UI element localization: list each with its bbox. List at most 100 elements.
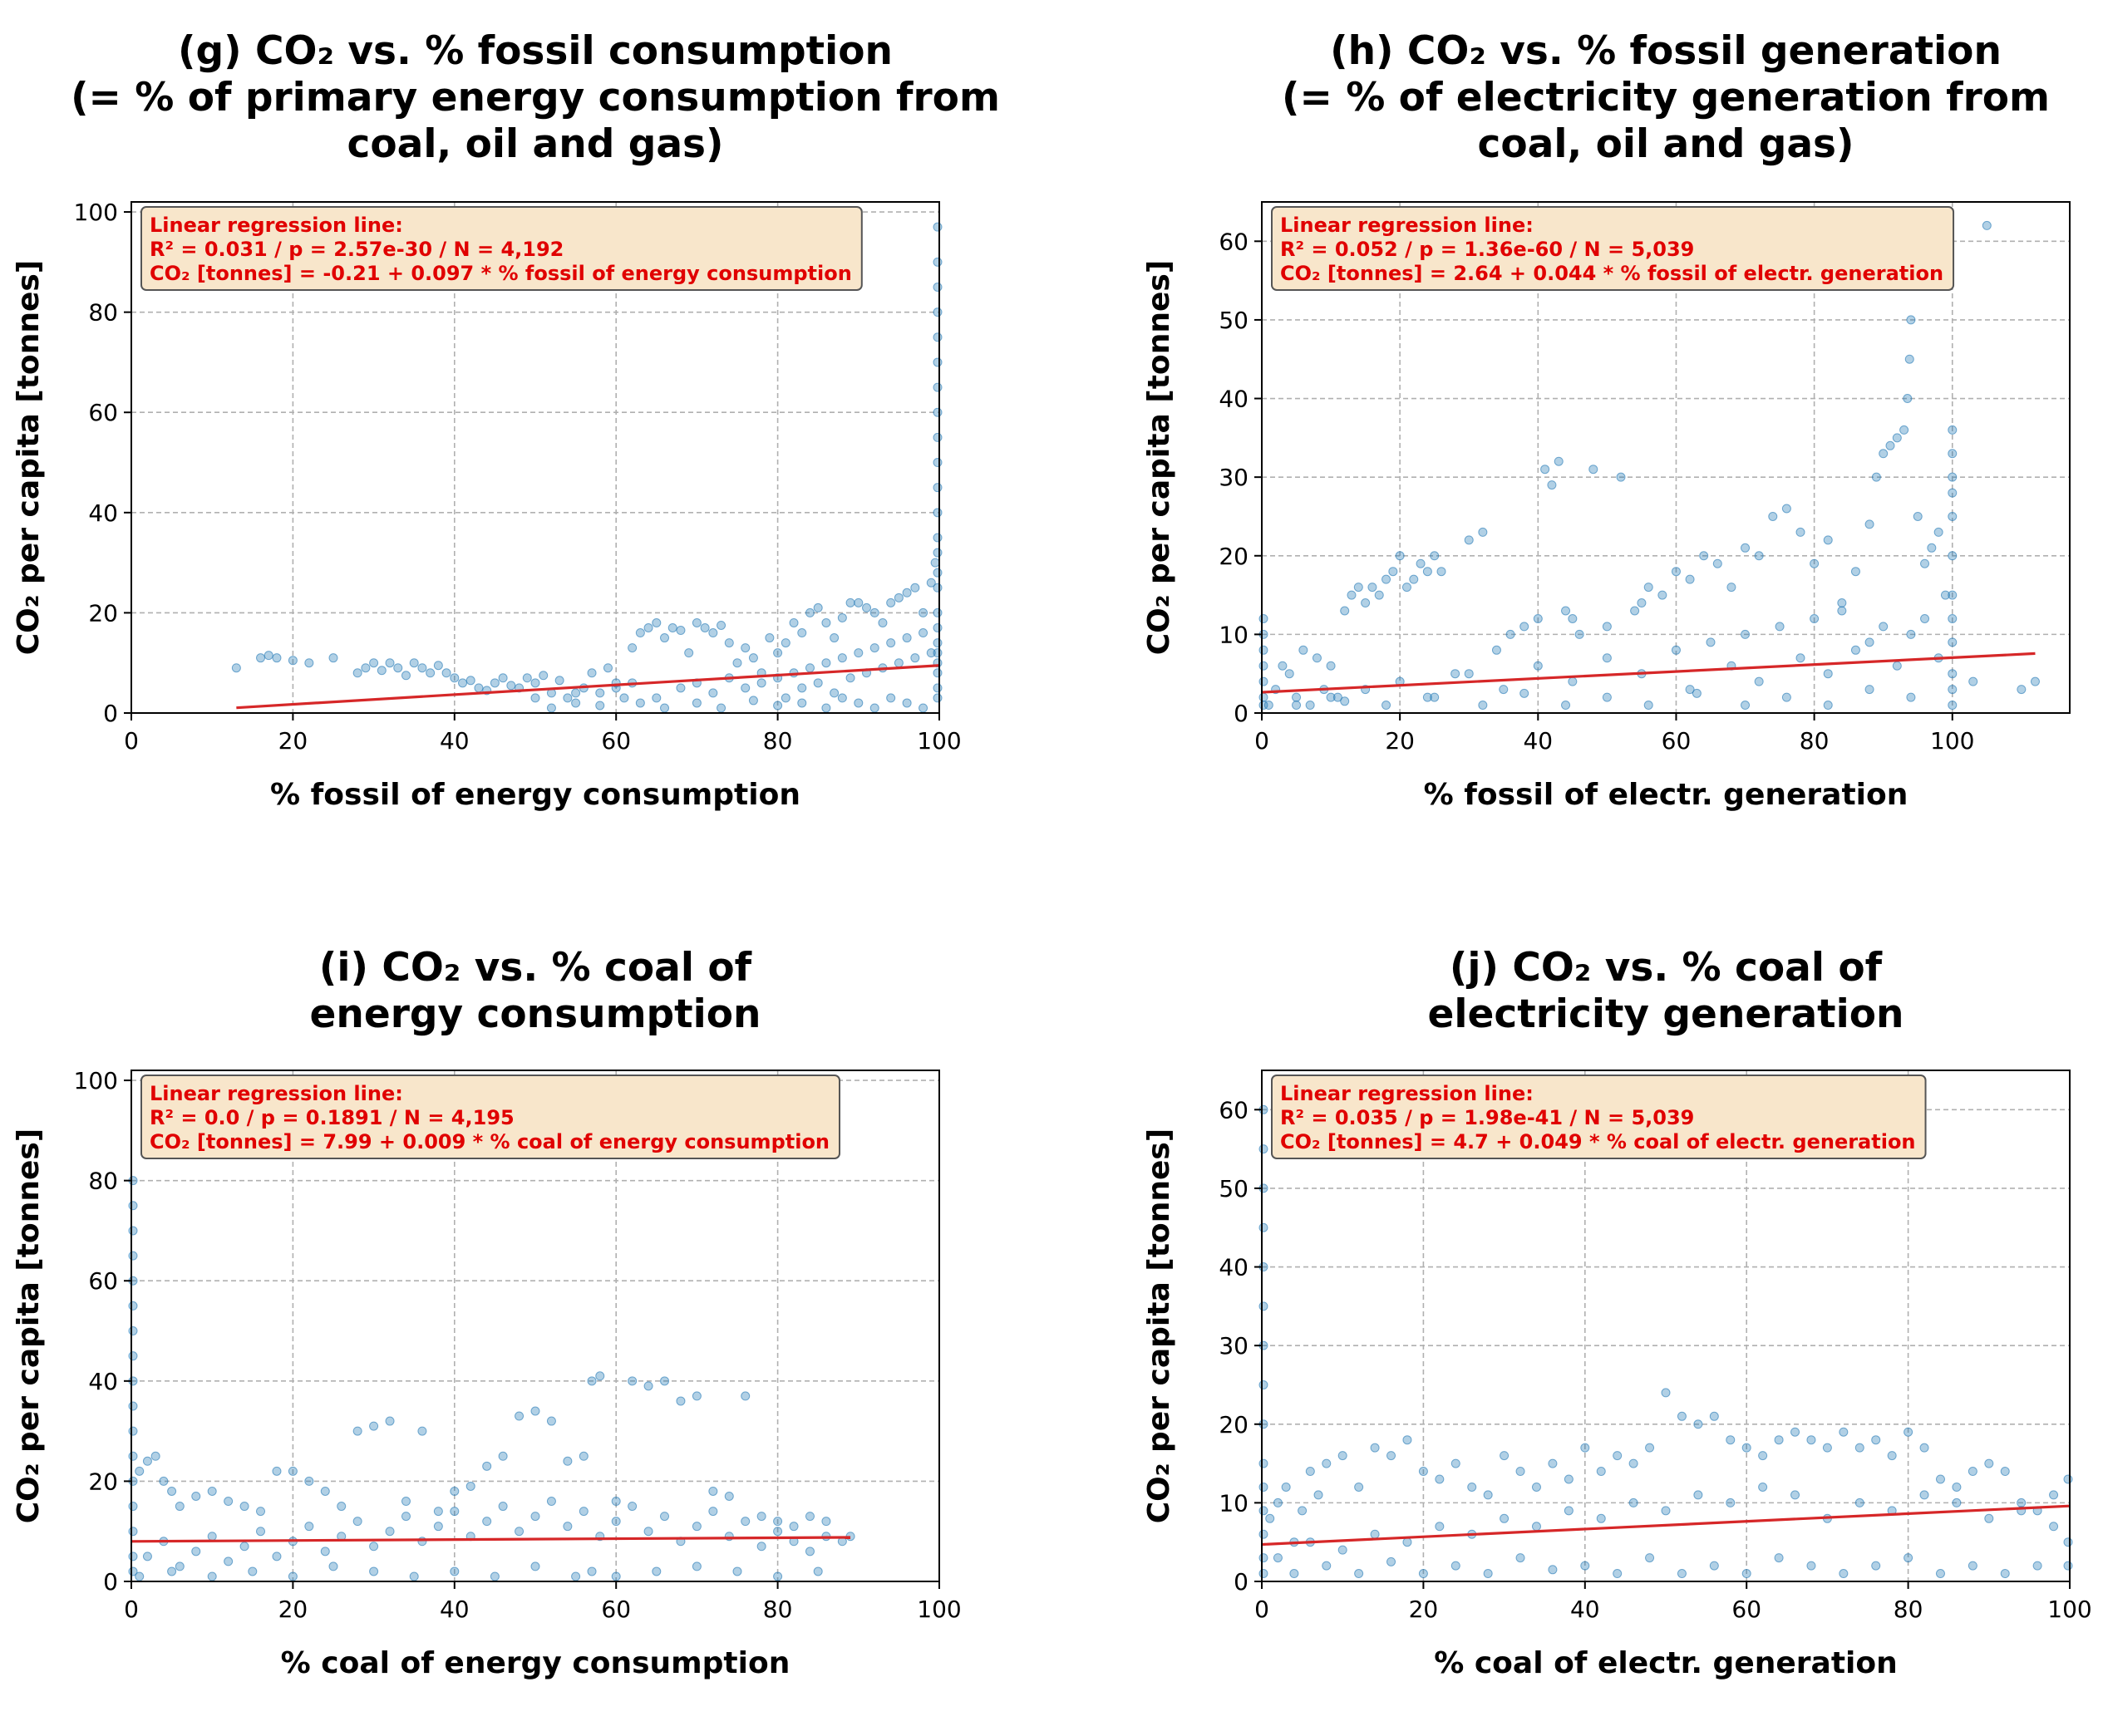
- data-point: [1561, 701, 1571, 711]
- data-point: [933, 607, 943, 617]
- data-point: [128, 1226, 138, 1236]
- data-point: [1289, 1569, 1299, 1579]
- data-point: [1768, 511, 1778, 521]
- data-point: [1265, 1513, 1275, 1523]
- data-point: [530, 693, 540, 703]
- data-point: [1774, 1553, 1784, 1563]
- data-point: [1948, 685, 1958, 695]
- data-point: [1948, 613, 1958, 623]
- data-point: [248, 1566, 258, 1576]
- data-point: [288, 656, 298, 666]
- data-point: [1340, 606, 1350, 616]
- data-point: [288, 1466, 298, 1476]
- data-point: [1312, 653, 1322, 663]
- data-point: [933, 357, 943, 367]
- data-point: [369, 1566, 379, 1576]
- data-point: [789, 617, 799, 627]
- data-point: [1464, 535, 1474, 545]
- data-point: [1547, 480, 1557, 490]
- data-point: [676, 1396, 686, 1406]
- data-point: [1810, 613, 1820, 623]
- data-point: [1500, 1513, 1510, 1523]
- data-point: [611, 1571, 621, 1581]
- data-point: [628, 1502, 638, 1512]
- data-point: [128, 1301, 138, 1311]
- data-point: [1982, 220, 1992, 230]
- x-tick-label: 0: [1254, 727, 1269, 755]
- regression-annotation: Linear regression line:R² = 0.031 / p = …: [140, 206, 863, 291]
- data-point: [1671, 567, 1681, 577]
- data-point: [717, 620, 726, 630]
- data-point: [1758, 1482, 1768, 1492]
- data-point: [926, 578, 936, 588]
- data-point: [1430, 692, 1440, 702]
- panel-title-line: (i) CO₂ vs. % coal of: [319, 945, 752, 991]
- data-point: [224, 1556, 234, 1566]
- scatter-points: [231, 222, 943, 713]
- data-point: [128, 1527, 138, 1537]
- data-point: [433, 1507, 443, 1517]
- data-point: [1374, 590, 1384, 600]
- data-point: [385, 1416, 395, 1426]
- data-point: [563, 693, 573, 703]
- data-point: [393, 663, 403, 673]
- data-point: [2032, 1561, 2042, 1571]
- data-point: [167, 1566, 177, 1576]
- data-point: [813, 1566, 823, 1576]
- y-axis-label: CO₂ per capita [tonnes]: [1142, 1129, 1176, 1524]
- data-point: [1984, 1513, 1994, 1523]
- data-point: [1854, 1443, 1864, 1453]
- data-point: [1332, 692, 1342, 702]
- data-point: [1790, 1427, 1800, 1437]
- data-point: [1258, 1529, 1268, 1539]
- y-tick-label: 80: [88, 299, 118, 327]
- data-point: [1712, 558, 1722, 568]
- data-point: [933, 548, 943, 558]
- data-point: [1418, 1569, 1428, 1579]
- data-point: [933, 508, 943, 518]
- data-point: [628, 1376, 638, 1386]
- data-point: [869, 703, 879, 713]
- data-point: [377, 666, 387, 676]
- panel-title-line: coal, oil and gas): [1477, 121, 1854, 167]
- data-point: [1395, 551, 1405, 561]
- data-point: [1564, 1506, 1574, 1516]
- data-point: [854, 648, 864, 658]
- y-tick-label: 100: [74, 199, 118, 226]
- data-point: [450, 1486, 460, 1496]
- data-point: [1273, 1553, 1283, 1563]
- data-point: [1709, 1411, 1719, 1421]
- x-tick-label: 80: [1800, 727, 1830, 755]
- data-point: [830, 688, 840, 698]
- annotation-equation: CO₂ [tonnes] = 4.7 + 0.049 * % coal of e…: [1280, 1130, 1916, 1153]
- data-point: [1370, 1529, 1380, 1539]
- data-point: [2063, 1537, 2073, 1547]
- data-point: [369, 1542, 379, 1552]
- data-point: [272, 1552, 282, 1561]
- data-point: [1948, 551, 1958, 561]
- data-point: [1920, 558, 1930, 568]
- data-point: [224, 1497, 234, 1507]
- data-point: [635, 628, 645, 638]
- data-point: [1906, 692, 1916, 702]
- data-point: [450, 1507, 460, 1517]
- data-point: [1354, 1569, 1364, 1579]
- data-point: [1273, 1497, 1283, 1507]
- x-tick-label: 40: [1570, 1596, 1600, 1623]
- data-point: [1795, 527, 1805, 537]
- data-point: [886, 598, 896, 607]
- data-point: [1693, 1490, 1703, 1500]
- data-point: [1630, 606, 1640, 616]
- annotation-stats: R² = 0.031 / p = 2.57e-30 / N = 4,192: [150, 238, 564, 261]
- data-point: [1948, 472, 1958, 482]
- data-point: [1885, 440, 1895, 450]
- data-point: [1540, 465, 1550, 475]
- data-point: [797, 698, 807, 708]
- data-point: [1637, 598, 1647, 608]
- data-point: [571, 1571, 581, 1581]
- data-point: [1795, 653, 1805, 663]
- data-point: [2063, 1561, 2073, 1571]
- scatter-points: [1258, 1104, 2073, 1579]
- data-point: [150, 1451, 160, 1461]
- data-point: [1984, 1458, 1994, 1468]
